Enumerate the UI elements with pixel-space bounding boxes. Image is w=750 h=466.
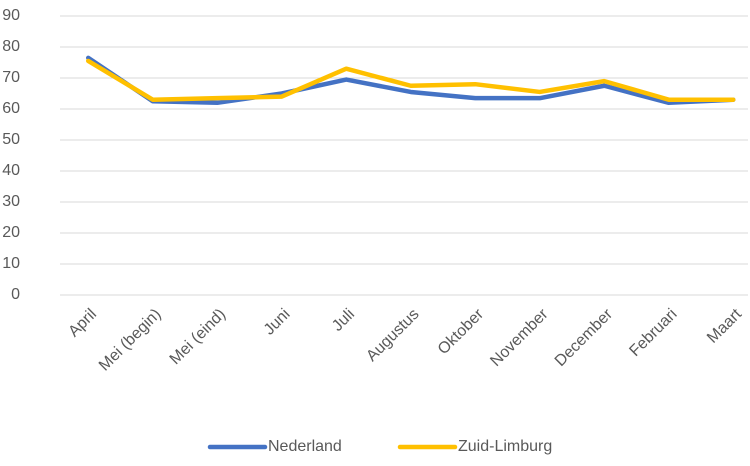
y-tick-label: 20 [2,224,20,241]
y-tick-label: 50 [2,131,20,148]
y-tick-label: 80 [2,38,20,55]
y-tick-label: 60 [2,100,20,117]
legend-label: Zuid-Limburg [458,438,552,455]
series-line [86,58,736,102]
x-tick-label: Mei (begin) [96,306,165,375]
y-tick-label: 30 [2,193,20,210]
x-tick-label: November [487,305,552,370]
x-tick-label: Juli [329,306,358,335]
y-tick-label: 70 [2,69,20,86]
y-tick-label: 0 [11,286,20,303]
x-tick-label: Augustus [363,306,422,365]
x-tick-label: April [65,306,100,341]
x-tick-label: Oktober [435,305,488,358]
y-tick-label: 90 [2,7,20,24]
x-tick-label: Maart [704,305,745,346]
series-line [86,55,736,106]
y-tick-label: 40 [2,162,20,179]
x-tick-label: December [552,305,617,370]
x-tick-label: Februari [626,306,680,360]
x-tick-label: Juni [261,306,294,339]
y-tick-label: 10 [2,255,20,272]
legend-label: Nederland [268,438,342,455]
x-tick-label: Mei (eind) [167,306,229,368]
